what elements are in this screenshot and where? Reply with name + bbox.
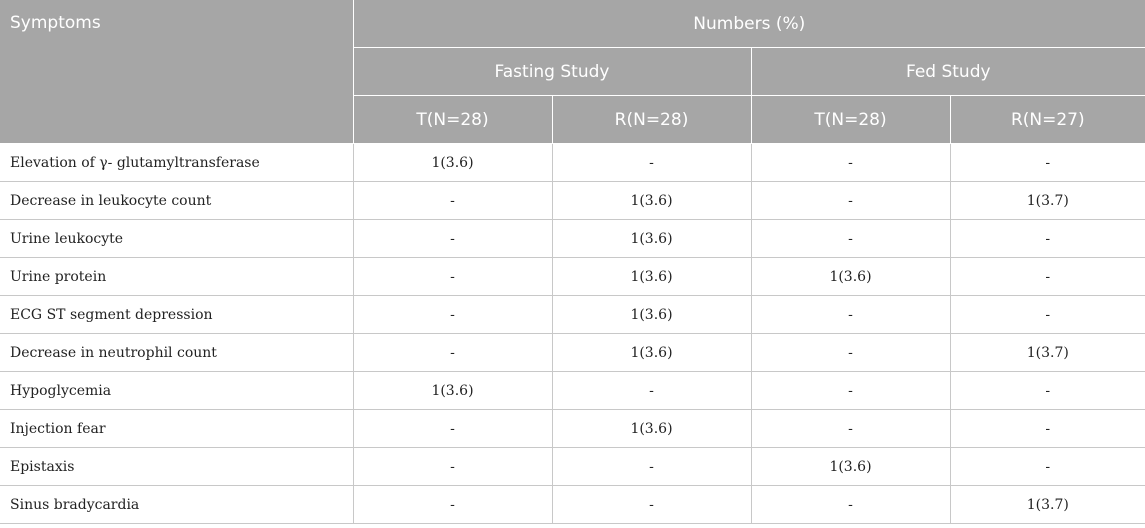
symptom-cell: Hypoglycemia [0,371,353,410]
value-cell: - [352,333,552,372]
value-cell: 1(3.6) [352,143,552,182]
value-cell: - [551,143,751,182]
table-body: Elevation of γ- glutamyltransferase 1(3.6… [0,143,1145,524]
value-cell: 1(3.7) [949,485,1145,524]
fed-study-header: Fed Study [750,47,1145,96]
value-cell: - [750,181,950,220]
value-cell: - [750,143,950,182]
value-cell: - [551,371,751,410]
table-row: Urine protein -1(3.6) 1(3.6) - [0,257,1145,296]
table-row: ECG ST segment depression -1(3.6) - - [0,295,1145,334]
value-cell: - [949,371,1145,410]
value-cell: - [949,257,1145,296]
value-cell: - [750,485,950,524]
table-row: Decrease in leukocyte count -1(3.6) -1(3.7… [0,181,1145,220]
value-cell: - [352,447,552,486]
value-cell: 1(3.6) [551,333,751,372]
value-cell: - [551,447,751,486]
fasting-study-header: Fasting Study [352,47,751,96]
table-row: Decrease in neutrophil count -1(3.6) -1(3.… [0,333,1145,372]
value-cell: 1(3.6) [551,219,751,258]
symptom-cell: Urine protein [0,257,353,296]
symptom-cell: Elevation of γ- glutamyltransferase [0,143,353,182]
value-cell: - [750,333,950,372]
value-cell: - [750,219,950,258]
symptom-cell: Epistaxis [0,447,353,486]
value-cell: - [352,257,552,296]
value-cell: - [949,143,1145,182]
table-row: Elevation of γ- glutamyltransferase 1(3.6… [0,143,1145,182]
value-cell: 1(3.6) [551,295,751,334]
value-cell: - [352,181,552,220]
table-row: Sinus bradycardia - - -1(3.7) [0,485,1145,524]
value-cell: 1(3.7) [949,333,1145,372]
value-cell: 1(3.6) [551,181,751,220]
value-cell: - [949,409,1145,448]
symptom-cell: Decrease in leukocyte count [0,181,353,220]
value-cell: - [352,409,552,448]
value-cell: - [352,485,552,524]
column-header-fasting-t: T(N=28) [352,95,552,144]
value-cell: 1(3.6) [750,447,950,486]
symptom-cell: Decrease in neutrophil count [0,333,353,372]
value-cell: - [750,409,950,448]
value-cell: 1(3.6) [551,409,751,448]
table-row: Epistaxis - -1(3.6) - [0,447,1145,486]
symptom-cell: Urine leukocyte [0,219,353,258]
table-row: Urine leukocyte -1(3.6) - - [0,219,1145,258]
symptom-cell: Injection fear [0,409,353,448]
value-cell: 1(3.7) [949,181,1145,220]
value-cell: - [949,447,1145,486]
column-header-fed-t: T(N=28) [750,95,950,144]
value-cell: - [750,371,950,410]
symptom-cell: Sinus bradycardia [0,485,353,524]
value-cell: - [551,485,751,524]
value-cell: - [949,219,1145,258]
symptoms-header: Symptoms [0,0,353,144]
value-cell: 1(3.6) [551,257,751,296]
column-header-fasting-r: R(N=28) [551,95,751,144]
column-header-fed-r: R(N=27) [949,95,1145,144]
table-header: Symptoms Numbers (%) Fasting Study Fed S… [0,0,1145,144]
value-cell: 1(3.6) [352,371,552,410]
value-cell: 1(3.6) [750,257,950,296]
table-row: Hypoglycemia 1(3.6) - - - [0,371,1145,410]
value-cell: - [352,219,552,258]
table-row: Injection fear -1(3.6) - - [0,409,1145,448]
symptom-cell: ECG ST segment depression [0,295,353,334]
value-cell: - [352,295,552,334]
numbers-header: Numbers (%) [352,0,1145,48]
value-cell: - [750,295,950,334]
value-cell: - [949,295,1145,334]
